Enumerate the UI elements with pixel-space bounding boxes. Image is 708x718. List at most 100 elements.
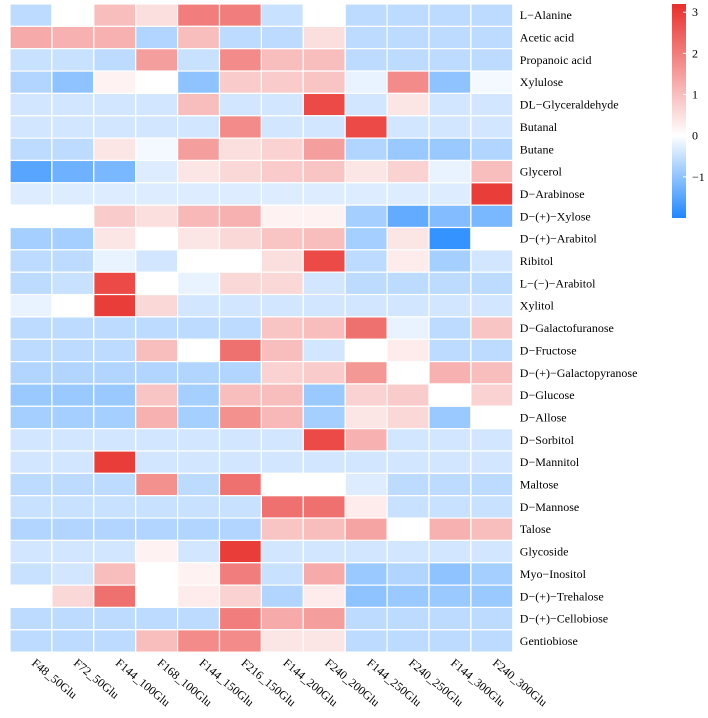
heatmap-cell [428, 271, 472, 296]
heatmap-cell [9, 226, 53, 251]
heatmap-cell [177, 450, 221, 474]
heatmap-cell [135, 70, 179, 95]
heatmap-cell [470, 159, 514, 184]
heatmap-cell [93, 539, 137, 564]
heatmap-cell [93, 495, 137, 519]
heatmap-cell [386, 517, 430, 541]
heatmap-cell [9, 450, 53, 474]
heatmap-cell [302, 361, 346, 385]
heatmap-cell [344, 226, 388, 251]
heatmap-cell [135, 3, 179, 27]
heatmap-cell [260, 271, 304, 296]
heatmap-cell [177, 293, 221, 318]
heatmap-cell [93, 293, 137, 318]
heatmap-cell [386, 204, 430, 229]
heatmap-cell [51, 249, 95, 273]
row-label: Glycerol [520, 165, 563, 179]
heatmap-cell [428, 293, 472, 318]
heatmap-cell [51, 517, 95, 541]
heatmap-cell [51, 428, 95, 452]
heatmap-cell [470, 562, 514, 586]
heatmap-cell [9, 562, 53, 586]
heatmap-cell [344, 249, 388, 273]
heatmap-cell [93, 517, 137, 541]
heatmap-cell [260, 316, 304, 340]
row-label: D−Mannose [520, 500, 579, 514]
heatmap-cell [93, 383, 137, 407]
heatmap-cell [302, 226, 346, 251]
heatmap-cell [135, 316, 179, 340]
heatmap-cell [9, 629, 53, 653]
heatmap-cell [218, 137, 263, 162]
heatmap-cell [135, 159, 179, 184]
row-label: D−Glucose [520, 388, 575, 402]
heatmap-cell [9, 271, 53, 296]
heatmap-cell [177, 204, 221, 229]
heatmap-cell [51, 629, 95, 653]
heatmap-cell [93, 226, 137, 251]
heatmap-cell [470, 539, 514, 564]
heatmap-cell [218, 338, 263, 363]
heatmap-cell [135, 495, 179, 519]
heatmap-cell [218, 562, 263, 586]
heatmap-cell [302, 539, 346, 564]
heatmap-cell [51, 495, 95, 519]
heatmap-cell [177, 428, 221, 452]
heatmap-cell [9, 405, 53, 430]
heatmap-cell [218, 584, 263, 609]
heatmap-cell [386, 428, 430, 452]
heatmap-cell [260, 115, 304, 139]
heatmap-cell [135, 249, 179, 273]
row-label: Maltose [520, 478, 559, 492]
heatmap-cell [9, 361, 53, 385]
heatmap-cell [344, 115, 388, 139]
heatmap-cell [344, 405, 388, 430]
row-label: D−Galactofuranose [520, 321, 614, 335]
heatmap-cell [470, 316, 514, 340]
heatmap-cell [344, 271, 388, 296]
heatmap-cell [386, 271, 430, 296]
heatmap-cell [218, 25, 263, 50]
heatmap-cell [302, 3, 346, 27]
heatmap-cell [93, 271, 137, 296]
heatmap-cell [93, 48, 137, 72]
heatmap-cell [218, 92, 263, 117]
heatmap-cell [386, 606, 430, 631]
heatmap-cell [302, 606, 346, 631]
heatmap-cell [386, 92, 430, 117]
heatmap-cell [177, 137, 221, 162]
heatmap-cell [428, 338, 472, 363]
heatmap-cell [135, 584, 179, 609]
heatmap-cell [302, 70, 346, 95]
heatmap-cell [135, 361, 179, 385]
heatmap-cell [9, 70, 53, 95]
row-label: Butanal [520, 120, 558, 134]
heatmap-cell [260, 249, 304, 273]
heatmap-cell [177, 517, 221, 541]
row-label: Propanoic acid [520, 53, 592, 67]
heatmap-cell [260, 450, 304, 474]
heatmap-cell [51, 606, 95, 631]
row-label: Talose [520, 522, 551, 536]
heatmap-cell [386, 383, 430, 407]
heatmap-cell [51, 293, 95, 318]
heatmap-cell [218, 70, 263, 95]
heatmap-cell [93, 159, 137, 184]
heatmap-cell [9, 115, 53, 139]
heatmap-cell [9, 316, 53, 340]
heatmap-cell [51, 472, 95, 497]
heatmap-cell [386, 115, 430, 139]
heatmap-cell [9, 48, 53, 72]
heatmap-cell [51, 539, 95, 564]
heatmap-cell [344, 562, 388, 586]
heatmap-cell [177, 562, 221, 586]
row-label: L−(−)−Arabitol [520, 276, 596, 290]
heatmap-cell [218, 472, 263, 497]
heatmap-cell [135, 182, 179, 206]
heatmap-cell [302, 293, 346, 318]
heatmap-cell [302, 159, 346, 184]
heatmap-cell [428, 25, 472, 50]
heatmap-cell [260, 226, 304, 251]
heatmap-cell [177, 271, 221, 296]
